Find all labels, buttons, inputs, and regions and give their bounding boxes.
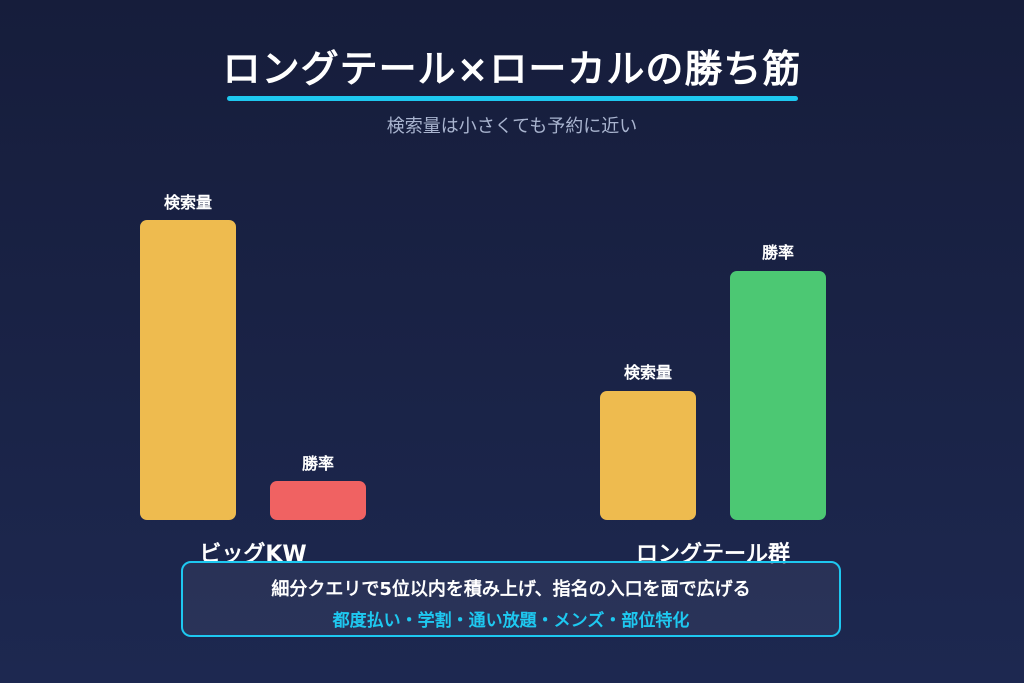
bar-label-big-winrate: 勝率: [301, 454, 334, 473]
callout-box: 細分クエリで5位以内を積み上げ、指名の入口を面で広げる 都度払い・学割・通い放題…: [181, 561, 841, 637]
page-title: ロングテール×ローカルの勝ち筋: [222, 47, 802, 91]
page-subtitle: 検索量は小さくても予約に近い: [386, 116, 638, 137]
bar-big-search: [140, 220, 236, 520]
callout-sub-text: 都度払い・学割・通い放題・メンズ・部位特化: [332, 611, 690, 631]
bar-longtail-winrate: [730, 271, 826, 520]
title-underline: [227, 96, 798, 101]
bar-label-longtail-winrate: 勝率: [761, 243, 794, 262]
bar-big-winrate: [270, 481, 366, 520]
bar-label-big-search: 検索量: [163, 193, 212, 212]
bar-label-longtail-search: 検索量: [623, 363, 672, 382]
callout-main-text: 細分クエリで5位以内を積み上げ、指名の入口を面で広げる: [271, 579, 751, 600]
bar-longtail-search: [600, 391, 696, 520]
